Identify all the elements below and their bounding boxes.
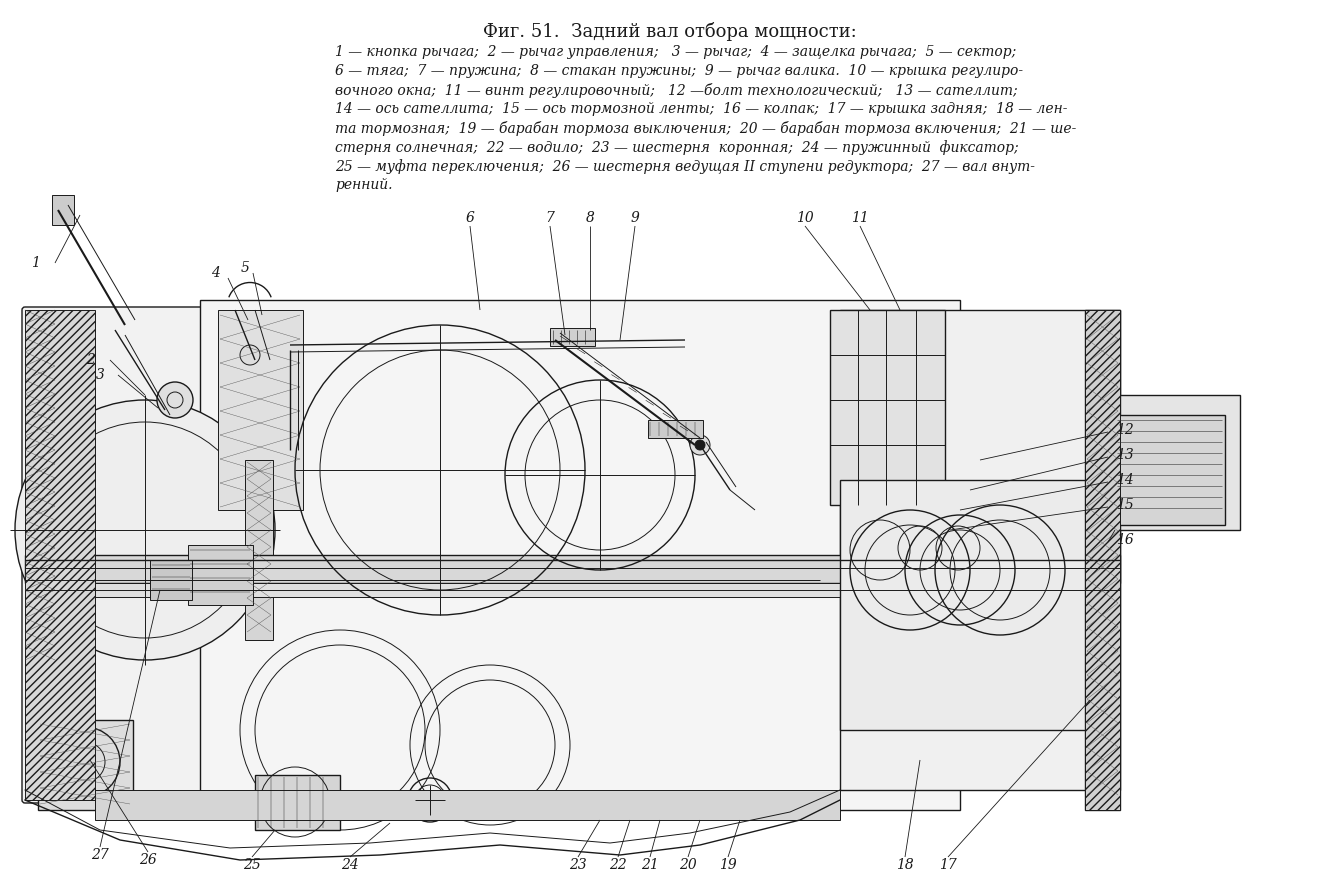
- Polygon shape: [95, 790, 840, 820]
- Text: 26: 26: [139, 853, 157, 867]
- Bar: [1085, 310, 1120, 810]
- Polygon shape: [25, 310, 95, 800]
- Text: 10: 10: [796, 211, 813, 225]
- Bar: [1115, 415, 1225, 525]
- Circle shape: [157, 382, 193, 418]
- Text: 21: 21: [641, 858, 659, 872]
- Text: 6 — тяга;  7 — пружина;  8 — стакан пружины;  9 — рычаг валика.  10 — крышка рег: 6 — тяга; 7 — пружина; 8 — стакан пружин…: [335, 64, 1024, 78]
- Text: 25 — муфта переключения;  26 — шестерня ведущая II ступени редуктора;  27 — вал : 25 — муфта переключения; 26 — шестерня в…: [335, 159, 1034, 174]
- Bar: [840, 480, 1110, 730]
- Bar: [549, 328, 595, 346]
- Text: 19: 19: [720, 858, 737, 872]
- Text: 25: 25: [243, 858, 261, 872]
- Bar: [829, 310, 945, 505]
- Text: 1 — кнопка рычага;  2 — рычаг управления;   3 — рычаг;  4 — защелка рычага;  5 —: 1 — кнопка рычага; 2 — рычаг управления;…: [335, 45, 1016, 59]
- Bar: [218, 310, 303, 510]
- Circle shape: [695, 440, 705, 450]
- Text: 1: 1: [31, 256, 39, 270]
- Bar: [38, 720, 133, 810]
- Text: 13: 13: [1116, 448, 1134, 462]
- Bar: [255, 775, 340, 830]
- Text: 22: 22: [610, 858, 627, 872]
- Bar: [1100, 395, 1240, 530]
- Text: 5: 5: [241, 261, 249, 275]
- Text: 12: 12: [1116, 423, 1134, 437]
- Bar: [25, 555, 1120, 583]
- Text: вочного окна;  11 — винт регулировочный;   12 —болт технологический;   13 — сате: вочного окна; 11 — винт регулировочный; …: [335, 83, 1017, 98]
- Text: 14: 14: [1116, 473, 1134, 487]
- Text: 4: 4: [210, 266, 220, 280]
- Text: 9: 9: [631, 211, 639, 225]
- Bar: [188, 545, 253, 605]
- Bar: [52, 195, 74, 225]
- Circle shape: [240, 345, 260, 365]
- Text: 27: 27: [91, 848, 109, 862]
- Bar: [245, 460, 273, 640]
- Bar: [200, 300, 959, 810]
- Bar: [150, 560, 192, 600]
- Text: 24: 24: [342, 858, 359, 872]
- Text: 16: 16: [1116, 533, 1134, 547]
- Circle shape: [690, 435, 710, 455]
- Text: та тормозная;  19 — барабан тормоза выключения;  20 — барабан тормоза включения;: та тормозная; 19 — барабан тормоза выклю…: [335, 121, 1076, 136]
- Text: 7: 7: [545, 211, 555, 225]
- Bar: [649, 420, 704, 438]
- Text: 8: 8: [586, 211, 595, 225]
- Circle shape: [15, 400, 275, 660]
- Text: 2: 2: [86, 353, 94, 367]
- FancyBboxPatch shape: [21, 307, 318, 803]
- Text: Фиг. 51.  Задний вал отбора мощности:: Фиг. 51. Задний вал отбора мощности:: [484, 22, 856, 41]
- Text: 23: 23: [570, 858, 587, 872]
- Bar: [840, 310, 1120, 790]
- Text: 6: 6: [465, 211, 474, 225]
- Bar: [25, 583, 1120, 597]
- Text: 15: 15: [1116, 498, 1134, 512]
- Text: 14 — ось сателлита;  15 — ось тормозной ленты;  16 — колпак;  17 — крышка задняя: 14 — ось сателлита; 15 — ось тормозной л…: [335, 102, 1068, 116]
- Text: ренний.: ренний.: [335, 178, 393, 192]
- Text: стерня солнечная;  22 — водило;  23 — шестерня  коронная;  24 — пружинный  фикса: стерня солнечная; 22 — водило; 23 — шест…: [335, 140, 1018, 155]
- Text: 20: 20: [679, 858, 697, 872]
- Text: 11: 11: [851, 211, 868, 225]
- Text: 18: 18: [896, 858, 914, 872]
- Polygon shape: [1085, 310, 1120, 810]
- Text: 3: 3: [95, 368, 105, 382]
- Text: 17: 17: [939, 858, 957, 872]
